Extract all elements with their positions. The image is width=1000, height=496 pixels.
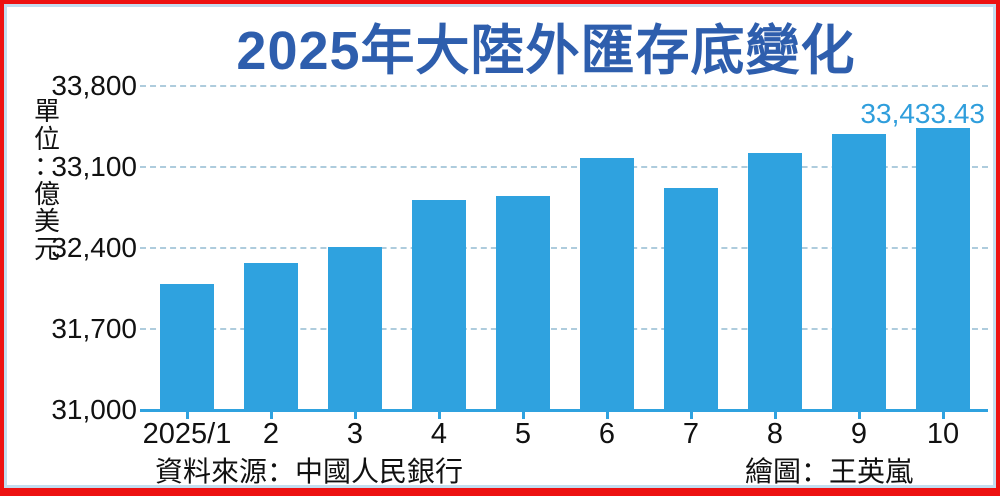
x-tick xyxy=(857,411,861,419)
unit-char: 單 xyxy=(33,96,60,126)
x-axis-line xyxy=(140,409,988,412)
x-tick xyxy=(689,411,693,419)
bar xyxy=(916,128,970,410)
x-tick xyxy=(353,411,357,419)
y-axis-unit-label: 單位：億美元 xyxy=(30,96,64,264)
bar xyxy=(580,158,634,410)
x-axis-label: 2 xyxy=(262,418,280,450)
bar xyxy=(496,195,550,410)
x-tick xyxy=(773,411,777,419)
x-axis-label: 2025/1 xyxy=(142,418,232,450)
x-axis-label: 5 xyxy=(514,418,532,450)
x-tick xyxy=(185,411,189,419)
credit-note: 繪圖：王英嵐 xyxy=(745,456,914,487)
x-axis-label: 9 xyxy=(850,418,868,450)
bar xyxy=(328,247,382,410)
x-axis-label: 10 xyxy=(926,418,960,450)
y-tick-label: 32,400 xyxy=(51,232,137,263)
x-tick xyxy=(269,411,273,419)
x-axis-label: 6 xyxy=(598,418,616,450)
bar xyxy=(412,199,466,410)
y-tick-label: 33,100 xyxy=(51,151,137,182)
bar xyxy=(160,283,214,410)
bar xyxy=(748,152,802,410)
unit-char: 億 xyxy=(33,178,60,209)
source-note: 資料來源：中國人民銀行 xyxy=(155,456,464,487)
x-tick xyxy=(521,411,525,419)
x-axis-label: 8 xyxy=(766,418,784,450)
x-tick xyxy=(941,411,945,419)
gridline xyxy=(140,247,988,249)
y-tick-label: 31,700 xyxy=(51,313,137,344)
x-axis-label: 7 xyxy=(682,418,700,450)
x-tick xyxy=(605,411,609,419)
last-bar-value-label: 33,433.43 xyxy=(860,98,985,129)
bar xyxy=(244,262,298,410)
gridline xyxy=(140,328,988,330)
unit-char: 位 xyxy=(33,123,60,154)
gridline xyxy=(140,85,988,87)
unit-char: 元 xyxy=(33,233,60,264)
x-axis-label: 3 xyxy=(346,418,364,450)
x-axis-label: 4 xyxy=(430,418,448,450)
gridline xyxy=(140,166,988,168)
bar xyxy=(664,187,718,410)
unit-char: 美 xyxy=(33,206,60,236)
x-tick xyxy=(437,411,441,419)
chart-title: 2025年大陸外匯存底變化 xyxy=(236,21,856,81)
y-tick-label: 31,000 xyxy=(51,394,137,425)
unit-char: ： xyxy=(33,151,60,181)
y-tick-label: 33,800 xyxy=(51,70,137,101)
bar xyxy=(832,133,886,410)
